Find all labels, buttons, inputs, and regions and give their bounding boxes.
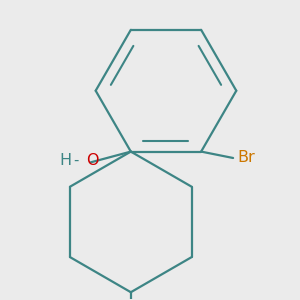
Text: Br: Br: [237, 151, 255, 166]
Text: H: H: [59, 153, 71, 168]
Text: -: -: [73, 153, 79, 168]
Text: O: O: [86, 153, 98, 168]
